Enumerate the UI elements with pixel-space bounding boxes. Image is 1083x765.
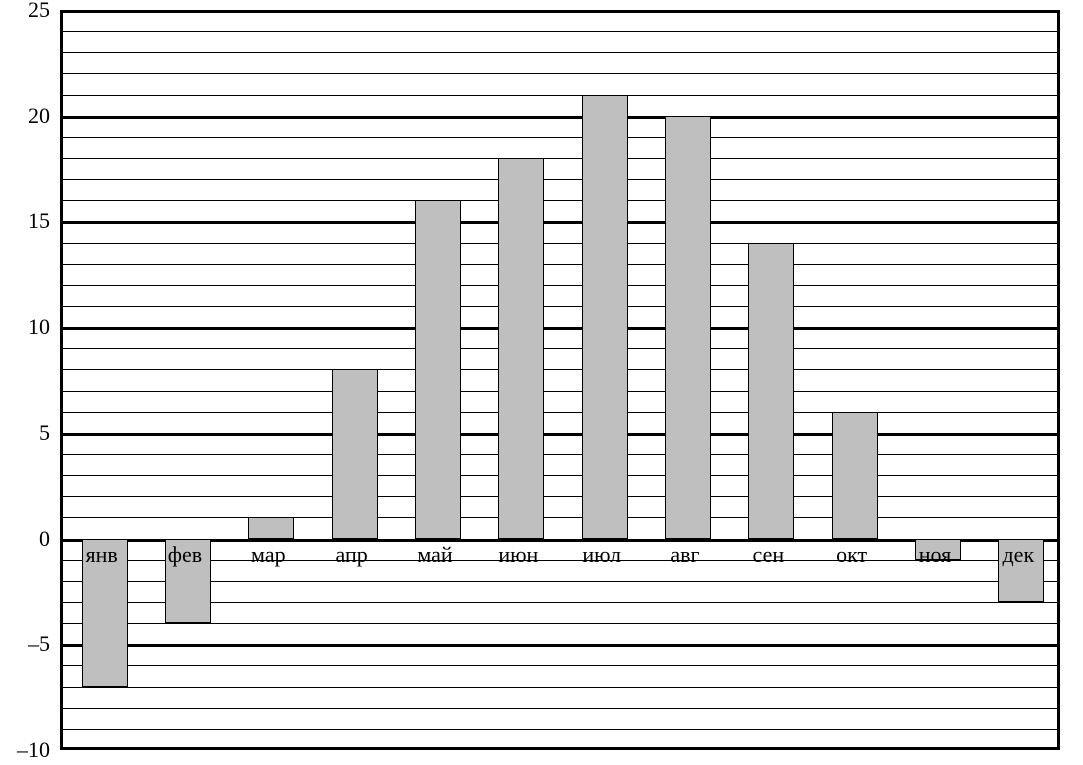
gridline-minor: [63, 31, 1057, 32]
bar: [832, 412, 878, 539]
bar: [665, 116, 711, 539]
gridline-minor: [63, 708, 1057, 709]
gridline-minor: [63, 200, 1057, 201]
y-tick-label: –10: [0, 737, 50, 763]
gridline-minor: [63, 687, 1057, 688]
bar: [415, 200, 461, 538]
bar: [248, 517, 294, 538]
x-category-label: апр: [310, 542, 393, 568]
gridline-minor: [63, 348, 1057, 349]
gridline-minor: [63, 243, 1057, 244]
gridline-minor: [63, 729, 1057, 730]
gridline-minor: [63, 623, 1057, 624]
y-tick-label: 5: [0, 420, 50, 446]
gridline-minor: [63, 644, 1057, 647]
x-category-label: окт: [810, 542, 893, 568]
x-category-label: авг: [643, 542, 726, 568]
x-category-label: янв: [60, 542, 143, 568]
y-tick-label: 25: [0, 0, 50, 23]
x-category-label: сен: [727, 542, 810, 568]
gridline-minor: [63, 73, 1057, 74]
gridline-minor: [63, 665, 1057, 666]
bar: [498, 158, 544, 539]
gridline-minor: [63, 327, 1057, 330]
gridline-minor: [63, 285, 1057, 286]
y-tick-label: 15: [0, 208, 50, 234]
x-category-label: июн: [477, 542, 560, 568]
gridline-minor: [63, 475, 1057, 476]
bar: [332, 369, 378, 538]
gridline-minor: [63, 306, 1057, 307]
gridline-minor: [63, 264, 1057, 265]
gridline-minor: [63, 412, 1057, 413]
y-tick-label: –5: [0, 631, 50, 657]
gridline-minor: [63, 52, 1057, 53]
gridline-minor: [63, 221, 1057, 224]
gridline-minor: [63, 10, 1057, 13]
y-tick-label: 10: [0, 314, 50, 340]
gridline-minor: [63, 602, 1057, 603]
x-category-label: фев: [143, 542, 226, 568]
plot-area: [60, 10, 1060, 750]
gridline-minor: [63, 158, 1057, 159]
x-category-label: июл: [560, 542, 643, 568]
gridline-minor: [63, 581, 1057, 582]
y-tick-label: 20: [0, 103, 50, 129]
x-category-label: май: [393, 542, 476, 568]
bar: [748, 243, 794, 539]
monthly-bar-chart: –10 –5 0 5 10 15 20 25 янвфевмарапрмайиюниюлавгс…: [0, 0, 1083, 765]
gridline-minor: [63, 369, 1057, 370]
gridline-minor: [63, 95, 1057, 96]
y-tick-label: 0: [0, 526, 50, 552]
gridline-minor: [63, 391, 1057, 392]
x-category-label: дек: [977, 542, 1060, 568]
x-category-label: ноя: [893, 542, 976, 568]
gridline-minor: [63, 433, 1057, 436]
gridline-minor: [63, 454, 1057, 455]
x-category-label: мар: [227, 542, 310, 568]
gridline-minor: [63, 496, 1057, 497]
gridline-minor: [63, 116, 1057, 119]
gridline-minor: [63, 137, 1057, 138]
gridline-minor: [63, 179, 1057, 180]
bar: [582, 95, 628, 539]
gridline-minor: [63, 517, 1057, 518]
